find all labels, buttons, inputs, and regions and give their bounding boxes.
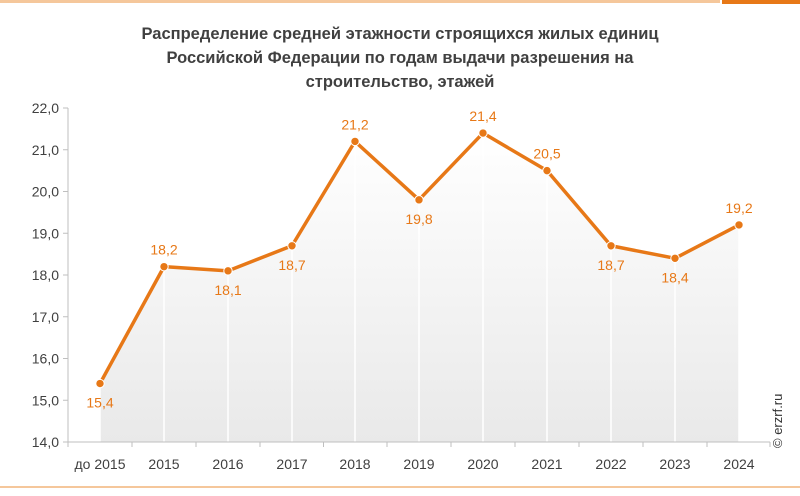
x-tick-label: 2016 <box>212 456 243 472</box>
y-tick-label: 19,0 <box>32 225 59 241</box>
chart-title-line-1: Распределение средней этажности строящих… <box>141 25 659 43</box>
data-point-6 <box>478 128 488 138</box>
x-tick-label: 2020 <box>467 456 498 472</box>
data-point-3 <box>287 241 297 251</box>
y-tick-label: 18,0 <box>32 267 59 283</box>
x-tick-label: 2019 <box>403 456 434 472</box>
data-label: 19,2 <box>725 200 752 216</box>
y-tick-label: 14,0 <box>32 434 59 450</box>
data-label: 21,2 <box>341 116 368 132</box>
chart-title-line-3: строительство, этажей <box>305 73 495 91</box>
data-point-0 <box>95 378 105 389</box>
x-tick-label: 2017 <box>276 456 307 472</box>
top-accent-bar <box>722 0 800 4</box>
x-tick-label: 2015 <box>148 456 179 472</box>
y-tick-label: 16,0 <box>32 351 59 367</box>
data-point-1 <box>159 261 169 272</box>
x-tick-label: 2021 <box>531 456 562 472</box>
data-label: 19,8 <box>405 211 432 227</box>
x-tick-label: 2018 <box>339 456 370 472</box>
data-label: 20,5 <box>533 146 560 162</box>
chart-title: Распределение средней этажности строящих… <box>80 22 720 94</box>
data-point-2 <box>223 266 233 276</box>
data-point-8 <box>606 241 616 251</box>
y-tick-label: 20,0 <box>32 184 59 200</box>
data-label: 15,4 <box>86 395 113 411</box>
data-label: 21,4 <box>469 108 496 124</box>
data-label: 18,4 <box>661 269 688 285</box>
data-label: 18,2 <box>150 242 177 258</box>
y-tick-label: 22,0 <box>32 100 59 116</box>
data-label: 18,1 <box>214 282 241 298</box>
y-tick-label: 15,0 <box>32 392 59 408</box>
data-point-7 <box>542 165 552 176</box>
data-point-5 <box>414 195 424 205</box>
chart-title-line-2: Российской Федерации по годам выдачи раз… <box>166 49 634 67</box>
bottom-divider <box>0 486 800 488</box>
y-tick-label: 21,0 <box>32 142 59 158</box>
source-credit: © erzrf.ru <box>770 393 785 448</box>
data-point-10 <box>734 220 744 230</box>
data-label: 18,7 <box>597 257 624 273</box>
x-tick-label: 2023 <box>659 456 690 472</box>
x-tick-label: до 2015 <box>75 456 126 472</box>
y-tick-label: 17,0 <box>32 309 59 325</box>
x-tick-label: 2022 <box>595 456 626 472</box>
top-divider <box>0 0 720 3</box>
data-label: 18,7 <box>278 257 305 273</box>
data-point-4 <box>350 136 360 147</box>
data-point-9 <box>670 253 680 263</box>
x-tick-label: 2024 <box>723 456 754 472</box>
